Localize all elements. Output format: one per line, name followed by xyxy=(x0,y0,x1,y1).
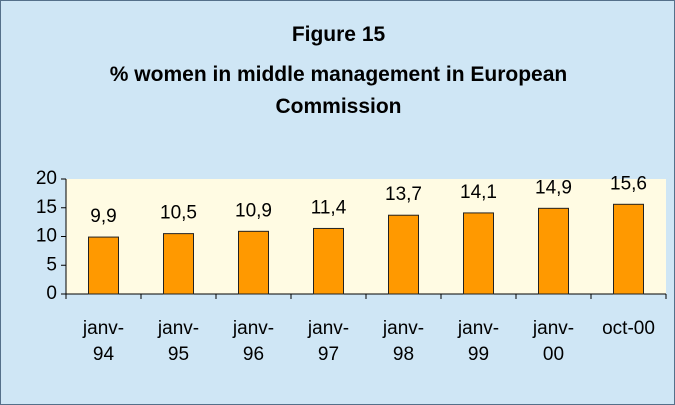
x-tick-label: janv-95 xyxy=(157,318,200,365)
bar xyxy=(463,212,494,295)
data-label: 14,9 xyxy=(535,177,572,198)
data-label: 9,9 xyxy=(90,206,116,227)
bar xyxy=(88,236,119,295)
x-tick-label: janv-98 xyxy=(382,318,425,365)
x-tick-label: janv-97 xyxy=(307,318,350,365)
chart-title: Figure 15 xyxy=(291,23,386,46)
x-tick-label: janv-00 xyxy=(532,318,575,365)
bar xyxy=(538,207,569,295)
data-label: 14,1 xyxy=(460,182,497,203)
data-label: 15,6 xyxy=(610,173,647,194)
bar xyxy=(163,233,194,295)
bar xyxy=(613,203,644,295)
x-tick-label: janv-94 xyxy=(82,318,125,365)
x-tick-label: janv-96 xyxy=(232,318,275,365)
bar xyxy=(238,230,269,295)
y-tick-label: 10 xyxy=(36,226,57,247)
plot-area xyxy=(66,179,666,294)
data-label: 13,7 xyxy=(385,184,422,205)
data-label: 11,4 xyxy=(311,197,347,218)
x-tick-label: oct-00 xyxy=(602,318,655,339)
bar xyxy=(388,214,419,295)
y-tick-label: 20 xyxy=(36,168,57,189)
y-tick-label: 15 xyxy=(36,197,57,218)
y-tick-label: 0 xyxy=(46,283,57,304)
bar xyxy=(313,227,344,295)
data-label: 10,5 xyxy=(160,203,197,224)
x-tick-label: janv-99 xyxy=(457,318,500,365)
chart-subtitle: % women in middle management in European… xyxy=(109,63,568,118)
y-tick-label: 5 xyxy=(46,254,57,275)
data-label: 10,9 xyxy=(235,200,272,221)
